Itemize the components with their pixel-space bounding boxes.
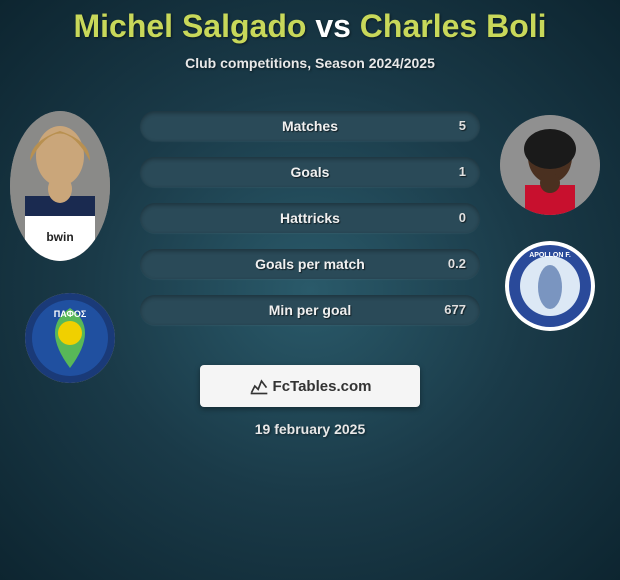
stat-label: Matches	[140, 111, 480, 141]
player2-photo	[500, 115, 600, 215]
stat-row: Goals 1	[140, 157, 480, 187]
player1-club-badge: ΠΑΦΟΣ	[25, 293, 115, 383]
branding-text: FcTables.com	[249, 376, 372, 396]
player1-photo: bwin	[10, 111, 110, 261]
stats-list: Matches 5 Goals 1 Hattricks 0 Goals per …	[140, 101, 480, 325]
page-title: Michel Salgado vs Charles Boli	[0, 8, 620, 45]
title-vs: vs	[315, 8, 351, 44]
svg-text:APOLLON F.: APOLLON F.	[529, 252, 571, 259]
stat-row: Matches 5	[140, 111, 480, 141]
stat-value-right: 677	[444, 295, 466, 325]
svg-text:bwin: bwin	[46, 230, 73, 244]
stat-value-right: 5	[459, 111, 466, 141]
stat-label: Hattricks	[140, 203, 480, 233]
stat-value-right: 1	[459, 157, 466, 187]
comparison-card: Michel Salgado vs Charles Boli Club comp…	[0, 0, 620, 437]
subtitle: Club competitions, Season 2024/2025	[0, 55, 620, 71]
stat-label: Goals per match	[140, 249, 480, 279]
title-player2: Charles Boli	[360, 8, 547, 44]
stat-row: Goals per match 0.2	[140, 249, 480, 279]
branding-badge[interactable]: FcTables.com	[200, 365, 420, 407]
stat-label: Min per goal	[140, 295, 480, 325]
svg-text:ΠΑΦΟΣ: ΠΑΦΟΣ	[54, 309, 87, 319]
stat-row: Hattricks 0	[140, 203, 480, 233]
stat-row: Min per goal 677	[140, 295, 480, 325]
date-label: 19 february 2025	[10, 421, 610, 437]
main-area: bwin ΠΑΦΟΣ APOLLON F. Matches 5 Goals 1	[0, 101, 620, 437]
stat-value-right: 0.2	[448, 249, 466, 279]
stat-label: Goals	[140, 157, 480, 187]
stat-value-right: 0	[459, 203, 466, 233]
title-player1: Michel Salgado	[73, 8, 306, 44]
chart-icon	[249, 376, 269, 396]
branding-label: FcTables.com	[273, 378, 372, 395]
player2-club-badge: APOLLON F.	[505, 241, 595, 331]
